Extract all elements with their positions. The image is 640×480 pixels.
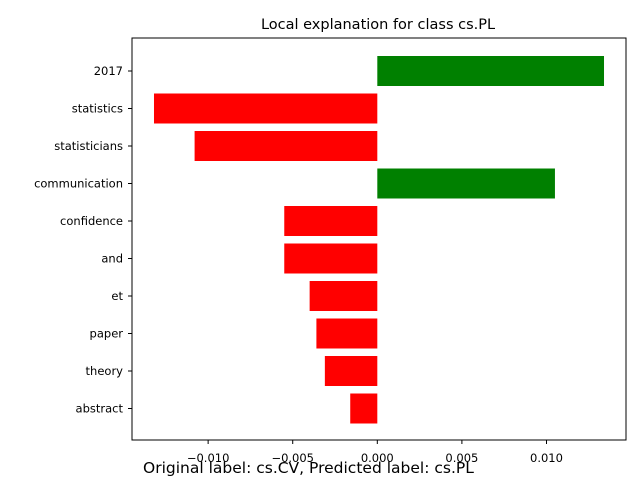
- y-tick-label: theory: [86, 364, 124, 378]
- bar-statisticians: [194, 131, 378, 161]
- y-tick-label: statisticians: [54, 139, 123, 153]
- bar-et: [309, 281, 378, 311]
- y-tick-label: communication: [34, 177, 123, 191]
- x-tick-label: 0.000: [361, 451, 394, 465]
- caption: Original label: cs.CV, Predicted label: …: [143, 459, 474, 477]
- bar-theory: [324, 356, 378, 386]
- y-tick-label: et: [111, 289, 123, 303]
- x-tick-label: −0.005: [271, 451, 314, 465]
- bar-confidence: [284, 206, 378, 236]
- x-tick-label: 0.005: [445, 451, 478, 465]
- bar-abstract: [350, 393, 378, 424]
- bar-paper: [316, 318, 378, 349]
- y-tick-label: statistics: [72, 102, 123, 116]
- y-tick-label: 2017: [94, 64, 123, 78]
- y-tick-label: confidence: [60, 214, 123, 228]
- bar-2017: [377, 56, 605, 86]
- bar-and: [284, 243, 378, 274]
- bar-communication: [377, 168, 555, 199]
- x-tick-label: −0.010: [187, 451, 230, 465]
- y-tick-label: abstract: [76, 402, 124, 416]
- plot-area: [131, 37, 627, 441]
- x-tick-label: 0.010: [530, 451, 563, 465]
- chart-title: Local explanation for class cs.PL: [261, 17, 495, 33]
- y-tick-label: and: [101, 252, 123, 266]
- bar-statistics: [153, 93, 378, 124]
- y-tick-label: paper: [90, 327, 124, 341]
